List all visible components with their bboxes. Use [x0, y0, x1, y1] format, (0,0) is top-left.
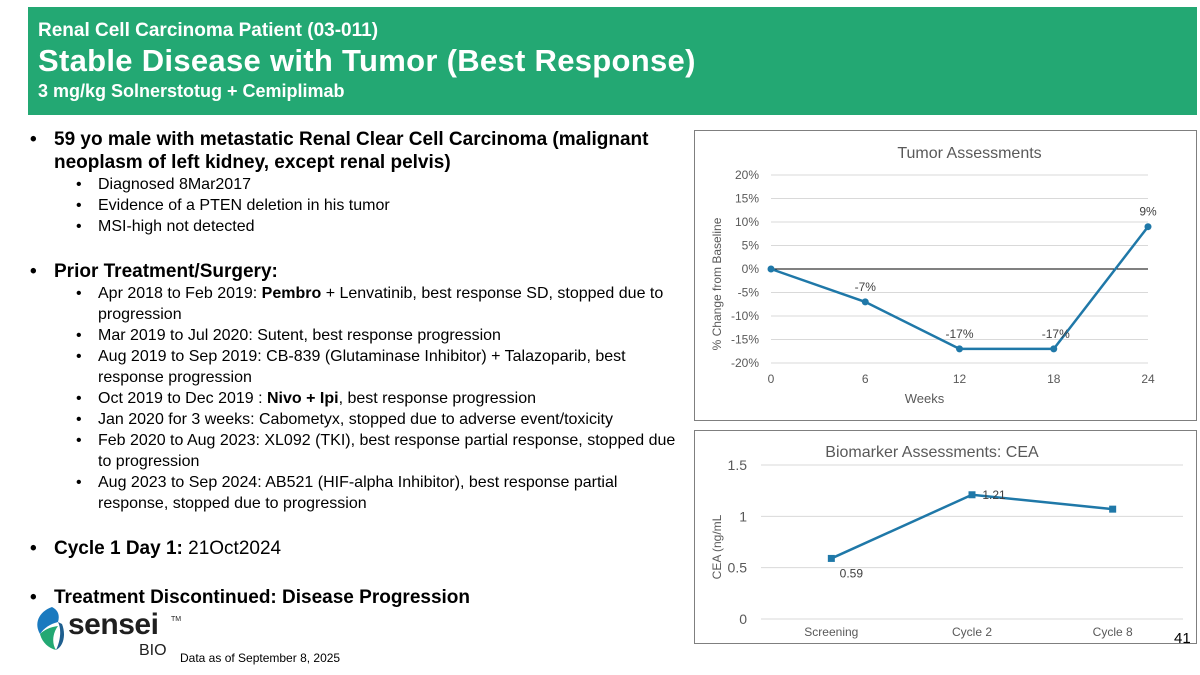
prior-treatment-item: Aug 2023 to Sep 2024: AB521 (HIF-alpha I… [30, 472, 680, 514]
y-tick-label: -15% [731, 333, 759, 347]
cycle-label: Cycle 1 Day 1: [54, 538, 183, 559]
x-tick-label: 12 [953, 372, 967, 386]
detail-item: MSI-high not detected [30, 216, 680, 237]
logo-wordmark: sensei [68, 608, 159, 641]
prior-treatment-item: Oct 2019 to Dec 2019 : Nivo + Ipi, best … [30, 388, 680, 409]
x-tick-label: 6 [862, 372, 869, 386]
treatment-pre-text: Oct 2019 to Dec 2019 : [98, 390, 267, 407]
cea-chart-panel: Biomarker Assessments: CEA 0 0.5 1 1.5 Screen… [694, 430, 1197, 644]
prior-treatment-item: Feb 2020 to Aug 2023: XL092 (TKI), best … [30, 430, 680, 472]
treatment-post-text: , best response progression [338, 390, 537, 407]
treatment-pre-text: Feb 2020 to Aug 2023: XL092 (TKI), best … [98, 432, 676, 470]
chart-title: Tumor Assessments [897, 145, 1041, 162]
data-point [767, 265, 775, 273]
y-tick-label: 20% [735, 168, 759, 182]
y-tick-label: 0.5 [728, 560, 748, 576]
sensei-bio-logo: sensei TM BIO [32, 604, 182, 660]
y-tick-label: 0% [742, 262, 760, 276]
x-tick-label: Cycle 2 [952, 625, 992, 639]
data-label: 9% [1139, 205, 1157, 219]
x-tick-label: 24 [1141, 372, 1155, 386]
treatment-post-text: + Lenvatinib, best response SD, stopped … [98, 285, 664, 323]
prior-treatment-item: Aug 2019 to Sep 2019: CB-839 (Glutaminas… [30, 346, 680, 388]
logo-trademark: TM [171, 616, 182, 623]
y-tick-label: 1 [739, 508, 747, 524]
treatment-pre-text: Jan 2020 for 3 weeks: Cabometyx, stopped… [98, 411, 613, 428]
y-axis-title: CEA (ng/mL [710, 514, 724, 579]
treatment-bold-text: Pembro [261, 285, 322, 302]
y-tick-label: 5% [742, 239, 760, 253]
data-label: 0.59 [840, 566, 864, 580]
data-point [968, 491, 976, 499]
data-point [956, 345, 963, 353]
treatment-bold-text: Nivo + Ipi [267, 390, 339, 407]
data-label: 1.21 [982, 488, 1006, 502]
cycle-start: Cycle 1 Day 1: 21Oct2024 [30, 537, 680, 560]
logo-mark-icon [37, 607, 64, 650]
x-tick-label: Screening [804, 625, 858, 639]
prior-treatment-item: Mar 2019 to Jul 2020: Sutent, best respo… [30, 325, 680, 346]
prior-treatment-list: Apr 2018 to Feb 2019: Pembro + Lenvatini… [30, 283, 680, 514]
prior-treatment-heading: Prior Treatment/Surgery: [30, 260, 680, 283]
patient-description: 59 yo male with metastatic Renal Clear C… [30, 128, 680, 174]
detail-item: Diagnosed 8Mar2017 [30, 174, 680, 195]
y-tick-label: 1.5 [728, 457, 748, 473]
header-banner: Renal Cell Carcinoma Patient (03-011) St… [28, 7, 1197, 115]
dose-subtitle: 3 mg/kg Solnerstotug + Cemiplimab [38, 81, 345, 101]
treatment-pre-text: Mar 2019 to Jul 2020: Sutent, best respo… [98, 327, 501, 344]
y-tick-label: 0 [739, 611, 747, 627]
data-as-of-footnote: Data as of September 8, 2025 [180, 651, 341, 665]
detail-item: Evidence of a PTEN deletion in his tumor [30, 195, 680, 216]
cea-biomarker-chart: Biomarker Assessments: CEA 0 0.5 1 1.5 Screen… [710, 444, 1183, 639]
treatment-pre-text: Apr 2018 to Feb 2019: [98, 285, 262, 302]
data-label: -17% [945, 327, 973, 341]
x-tick-label: 0 [768, 372, 775, 386]
chart-title: Biomarker Assessments: CEA [825, 444, 1039, 461]
x-axis-title: Weeks [905, 391, 945, 406]
cycle-date: 21Oct2024 [182, 538, 282, 559]
y-tick-label: 15% [735, 192, 759, 206]
y-tick-label: -20% [731, 356, 759, 370]
data-label: -7% [855, 280, 877, 294]
data-point [1109, 505, 1117, 513]
data-point [861, 298, 869, 306]
treatment-pre-text: Aug 2023 to Sep 2024: AB521 (HIF-alpha I… [98, 474, 618, 512]
discontinued-note: Treatment Discontinued: Disease Progress… [30, 586, 680, 609]
prior-treatment-item: Jan 2020 for 3 weeks: Cabometyx, stopped… [30, 409, 680, 430]
y-tick-label: 10% [735, 215, 759, 229]
page-number: 41 [1174, 630, 1191, 647]
y-tick-label: -10% [731, 309, 759, 323]
tumor-chart-panel: Tumor Assessments -20% -15% -10% -5% 0% 5% 10% 1… [694, 130, 1197, 421]
slide-title: Stable Disease with Tumor (Best Response… [38, 43, 696, 78]
y-tick-label: -5% [738, 286, 760, 300]
x-tick-label: Cycle 8 [1093, 625, 1133, 639]
treatment-pre-text: Aug 2019 to Sep 2019: CB-839 (Glutaminas… [98, 348, 626, 386]
data-point [827, 554, 835, 562]
data-point [1050, 345, 1058, 353]
logo-bio-text: BIO [139, 642, 167, 659]
bullet-content: 59 yo male with metastatic Renal Clear C… [30, 128, 680, 609]
tumor-assessments-chart: Tumor Assessments -20% -15% -10% -5% 0% 5% 10% 1… [710, 145, 1157, 406]
cea-series-line [830, 493, 1113, 560]
patient-id-subtitle: Renal Cell Carcinoma Patient (03-011) [38, 20, 379, 41]
data-point [1144, 223, 1152, 231]
y-axis-title: % Change from Baseline [710, 217, 724, 350]
x-tick-label: 18 [1047, 372, 1061, 386]
data-label: -17% [1042, 327, 1070, 341]
prior-treatment-item: Apr 2018 to Feb 2019: Pembro + Lenvatini… [30, 283, 680, 325]
